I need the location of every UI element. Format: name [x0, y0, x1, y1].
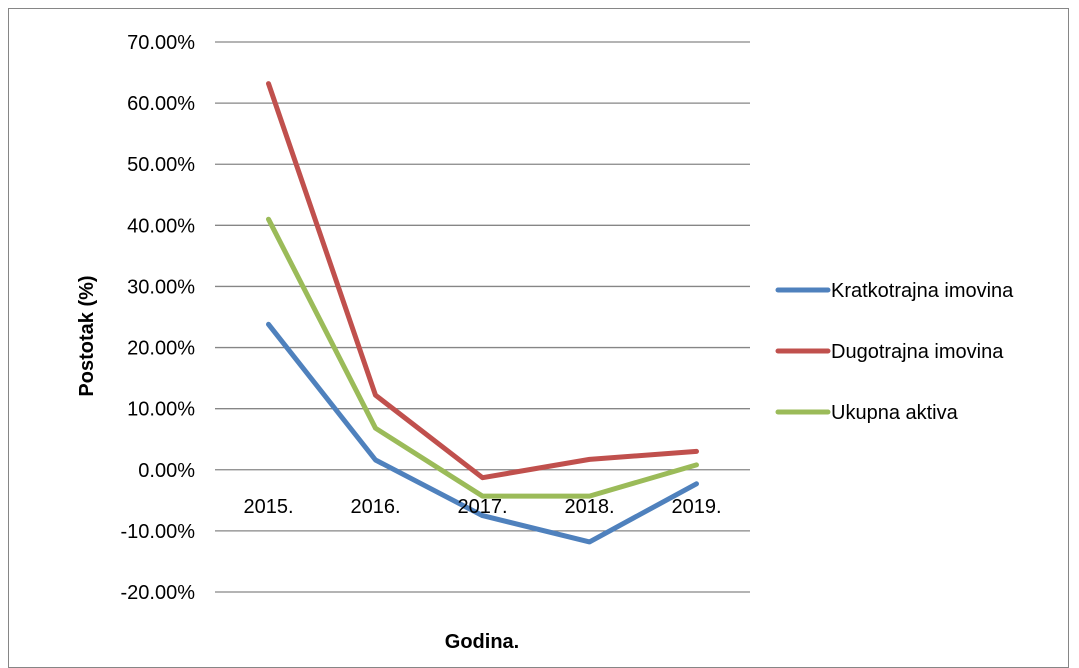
- y-tick-label: 10.00%: [127, 399, 195, 421]
- x-axis-title: Godina.: [445, 631, 519, 653]
- chart-frame: [8, 8, 1069, 668]
- gridlines: [215, 41, 750, 593]
- y-tick-label: 40.00%: [127, 215, 195, 237]
- x-axis-tick-labels: 2015. 2016. 2017. 2018. 2019.: [243, 496, 721, 518]
- series-lines: [266, 81, 699, 545]
- y-tick-label: 60.00%: [127, 93, 195, 115]
- legend-label: Dugotrajna imovina: [831, 341, 1004, 363]
- legend-label: Kratkotrajna imovina: [831, 280, 1014, 302]
- y-tick-label: 0.00%: [138, 460, 195, 482]
- x-tick-label: 2019.: [671, 496, 721, 518]
- series-line-1: [266, 81, 699, 481]
- y-tick-label: 50.00%: [127, 154, 195, 176]
- y-tick-label: 20.00%: [127, 338, 195, 360]
- y-tick-label: 70.00%: [127, 32, 195, 54]
- y-tick-label: -20.00%: [121, 582, 196, 604]
- x-tick-label: 2017.: [457, 496, 507, 518]
- series-line-2: [266, 216, 699, 499]
- x-tick-label: 2015.: [243, 496, 293, 518]
- y-axis-title: Postotak (%): [76, 275, 98, 396]
- legend: Kratkotrajna imovina Dugotrajna imovina Uk…: [775, 280, 1014, 424]
- x-tick-label: 2018.: [564, 496, 614, 518]
- y-tick-label: -10.00%: [121, 521, 196, 543]
- legend-label: Ukupna aktiva: [831, 402, 959, 424]
- y-tick-label: 30.00%: [127, 276, 195, 298]
- y-axis-tick-labels: -20.00% -10.00% 0.00% 10.00% 20.00% 30.00% 40.…: [121, 32, 196, 604]
- series-line-0: [266, 321, 699, 545]
- x-tick-label: 2016.: [350, 496, 400, 518]
